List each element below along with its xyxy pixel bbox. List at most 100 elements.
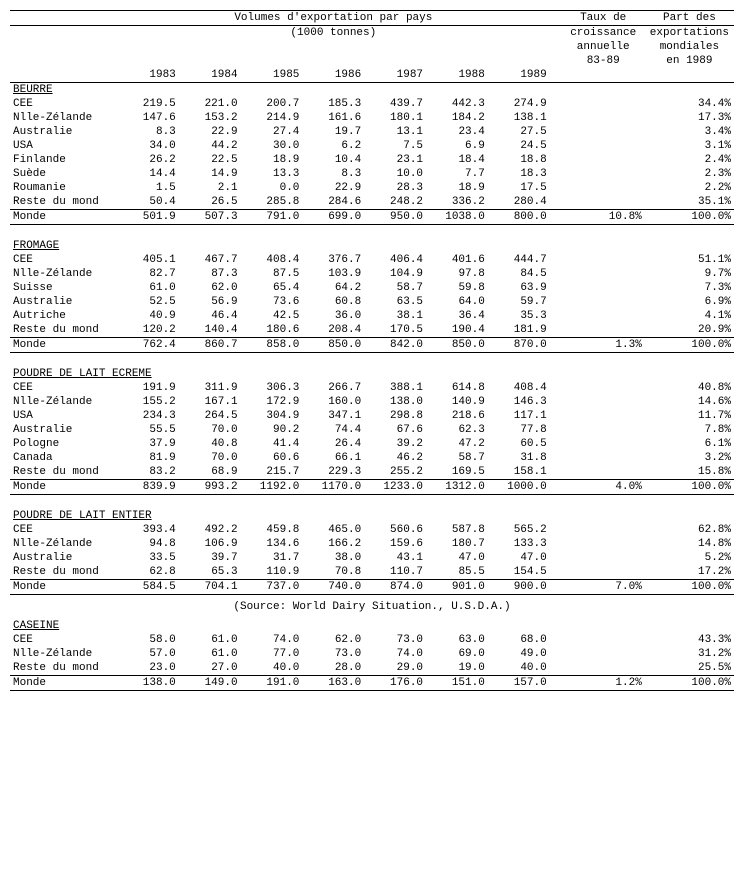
cell: 40.8 bbox=[179, 437, 241, 451]
cell: 492.2 bbox=[179, 523, 241, 537]
cell: 36.4 bbox=[426, 309, 488, 323]
growth-cell bbox=[562, 395, 645, 409]
cell: 26.2 bbox=[117, 153, 179, 167]
share-cell: 34.4% bbox=[645, 97, 734, 111]
growth-hdr: Taux de bbox=[562, 11, 645, 26]
share-cell: 6.1% bbox=[645, 437, 734, 451]
growth-cell bbox=[562, 633, 645, 647]
cell: 388.1 bbox=[364, 381, 426, 395]
cell: 29.0 bbox=[364, 661, 426, 676]
cell: 180.6 bbox=[241, 323, 303, 338]
share-cell: 100.0% bbox=[645, 480, 734, 495]
cell: 37.9 bbox=[117, 437, 179, 451]
cell: 40.9 bbox=[117, 309, 179, 323]
row-label: Monde bbox=[10, 676, 117, 691]
cell: 59.7 bbox=[488, 295, 550, 309]
export-table: Volumes d'exportation par pays Taux de P… bbox=[10, 10, 734, 691]
cell: 83.2 bbox=[117, 465, 179, 480]
cell: 31.8 bbox=[488, 451, 550, 465]
cell: 27.0 bbox=[179, 661, 241, 676]
year-1983: 1983 bbox=[117, 68, 179, 83]
cell: 180.7 bbox=[426, 537, 488, 551]
cell: 61.0 bbox=[179, 647, 241, 661]
cell: 58.7 bbox=[364, 281, 426, 295]
cell: 40.0 bbox=[241, 661, 303, 676]
cell: 18.4 bbox=[426, 153, 488, 167]
row-label: Australie bbox=[10, 295, 117, 309]
share-cell: 20.9% bbox=[645, 323, 734, 338]
growth-cell bbox=[562, 551, 645, 565]
growth-cell bbox=[562, 167, 645, 181]
cell: 47.0 bbox=[426, 551, 488, 565]
row-label: Finlande bbox=[10, 153, 117, 167]
growth-cell bbox=[562, 181, 645, 195]
cell: 140.4 bbox=[179, 323, 241, 338]
share-cell: 9.7% bbox=[645, 267, 734, 281]
cell: 8.3 bbox=[117, 125, 179, 139]
cell: 67.6 bbox=[364, 423, 426, 437]
growth-cell bbox=[562, 661, 645, 676]
row-label: Reste du mond bbox=[10, 565, 117, 580]
row-label: CEE bbox=[10, 633, 117, 647]
growth-cell bbox=[562, 565, 645, 580]
row-label: Autriche bbox=[10, 309, 117, 323]
cell: 284.6 bbox=[302, 195, 364, 210]
row-label: Roumanie bbox=[10, 181, 117, 195]
cell: 800.0 bbox=[488, 210, 550, 225]
share-cell: 3.4% bbox=[645, 125, 734, 139]
row-label: Suisse bbox=[10, 281, 117, 295]
row-label: Reste du mond bbox=[10, 195, 117, 210]
growth-cell bbox=[562, 323, 645, 338]
growth-cell bbox=[562, 423, 645, 437]
cell: 22.9 bbox=[179, 125, 241, 139]
cell: 31.7 bbox=[241, 551, 303, 565]
source-note: (Source: World Dairy Situation., U.S.D.A… bbox=[10, 595, 734, 620]
cell: 151.0 bbox=[426, 676, 488, 691]
cell: 874.0 bbox=[364, 580, 426, 595]
growth-cell bbox=[562, 295, 645, 309]
row-label: CEE bbox=[10, 97, 117, 111]
row-label: Canada bbox=[10, 451, 117, 465]
cell: 65.3 bbox=[179, 565, 241, 580]
row-label: Australie bbox=[10, 423, 117, 437]
cell: 762.4 bbox=[117, 338, 179, 353]
cell: 62.0 bbox=[302, 633, 364, 647]
cell: 184.2 bbox=[426, 111, 488, 125]
cell: 18.8 bbox=[488, 153, 550, 167]
growth-cell bbox=[562, 153, 645, 167]
growth-cell bbox=[562, 195, 645, 210]
cell: 28.0 bbox=[302, 661, 364, 676]
cell: 501.9 bbox=[117, 210, 179, 225]
cell: 58.7 bbox=[426, 451, 488, 465]
cell: 439.7 bbox=[364, 97, 426, 111]
cell: 23.1 bbox=[364, 153, 426, 167]
cell: 704.1 bbox=[179, 580, 241, 595]
row-label: Pologne bbox=[10, 437, 117, 451]
cell: 68.0 bbox=[488, 633, 550, 647]
cell: 842.0 bbox=[364, 338, 426, 353]
cell: 737.0 bbox=[241, 580, 303, 595]
cell: 38.1 bbox=[364, 309, 426, 323]
cell: 459.8 bbox=[241, 523, 303, 537]
cell: 465.0 bbox=[302, 523, 364, 537]
cell: 42.5 bbox=[241, 309, 303, 323]
cell: 229.3 bbox=[302, 465, 364, 480]
cell: 147.6 bbox=[117, 111, 179, 125]
cell: 26.4 bbox=[302, 437, 364, 451]
cell: 218.6 bbox=[426, 409, 488, 423]
cell: 22.9 bbox=[302, 181, 364, 195]
share-cell: 2.3% bbox=[645, 167, 734, 181]
cell: 13.1 bbox=[364, 125, 426, 139]
cell: 221.0 bbox=[179, 97, 241, 111]
section-title: FROMAGE bbox=[10, 239, 734, 253]
cell: 40.0 bbox=[488, 661, 550, 676]
section-title: POUDRE DE LAIT ENTIER bbox=[10, 509, 734, 523]
year-1986: 1986 bbox=[302, 68, 364, 83]
cell: 1312.0 bbox=[426, 480, 488, 495]
cell: 106.9 bbox=[179, 537, 241, 551]
row-label: Monde bbox=[10, 210, 117, 225]
cell: 41.4 bbox=[241, 437, 303, 451]
cell: 38.0 bbox=[302, 551, 364, 565]
cell: 376.7 bbox=[302, 253, 364, 267]
cell: 57.0 bbox=[117, 647, 179, 661]
